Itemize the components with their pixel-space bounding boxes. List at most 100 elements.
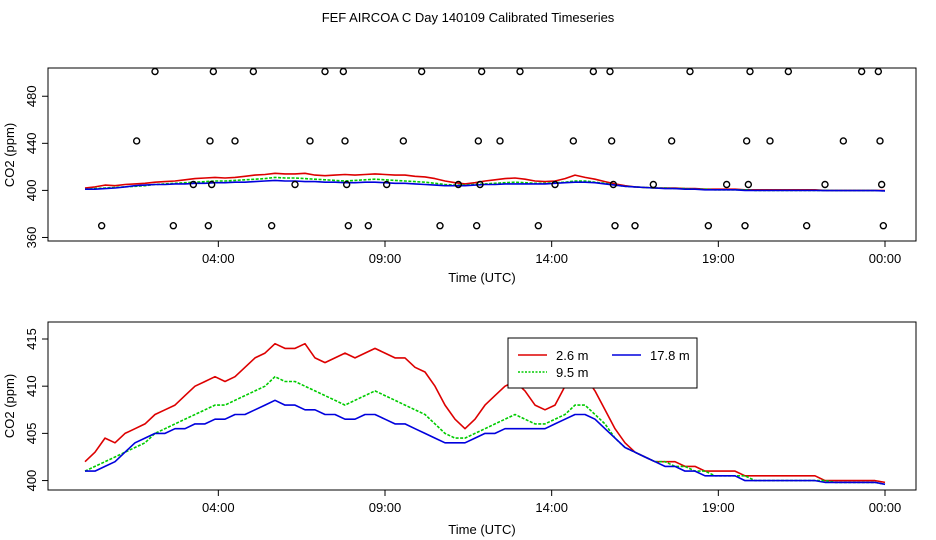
x-tick-label: 00:00 <box>869 500 902 515</box>
x-tick-label: 14:00 <box>535 500 568 515</box>
legend-label-17-8m: 17.8 m <box>650 348 690 363</box>
marker-point <box>879 222 888 230</box>
marker-point <box>589 67 598 76</box>
marker-point <box>766 137 774 145</box>
marker-point <box>534 222 543 230</box>
marker-point <box>802 222 811 230</box>
top-series-line-17-8m <box>85 179 886 192</box>
y-tick-label: 400 <box>24 470 39 492</box>
marker-point <box>249 67 258 76</box>
bottom-x-label: Time (UTC) <box>448 522 515 537</box>
marker-point <box>344 222 353 230</box>
y-tick-label: 415 <box>24 328 39 350</box>
marker-point <box>189 180 198 189</box>
x-tick-label: 04:00 <box>202 500 235 515</box>
marker-point <box>339 67 348 76</box>
top-series <box>84 172 886 192</box>
chart-title: FEF AIRCOA C Day 140109 Calibrated Times… <box>322 10 615 25</box>
bottom-plot-frame <box>47 321 917 491</box>
top-x-label: Time (UTC) <box>448 270 515 285</box>
marker-point <box>342 180 351 189</box>
bottom-y-label: CO2 (ppm) <box>2 374 17 438</box>
marker-point <box>436 222 444 230</box>
x-tick-label: 00:00 <box>869 251 902 266</box>
legend-box <box>507 337 698 389</box>
top-series-line-2-6m <box>84 172 886 192</box>
marker-point <box>876 137 884 145</box>
marker-point <box>877 180 886 189</box>
marker-point <box>454 180 463 189</box>
marker-point <box>417 67 426 76</box>
y-tick-label: 360 <box>24 227 39 249</box>
legend-label-2-6m: 2.6 m <box>556 348 589 363</box>
marker-point <box>741 222 749 230</box>
top-markers <box>97 67 888 230</box>
marker-point <box>609 180 618 189</box>
marker-point <box>399 137 408 145</box>
marker-point <box>516 67 524 76</box>
x-tick-label: 09:00 <box>369 251 402 266</box>
marker-point <box>267 222 276 230</box>
y-tick-label: 405 <box>24 423 39 445</box>
marker-point <box>474 137 483 145</box>
marker-point <box>704 222 713 230</box>
marker-point <box>722 180 731 189</box>
marker-point <box>686 67 694 76</box>
marker-point <box>874 67 883 76</box>
marker-point <box>364 222 373 230</box>
marker-point <box>382 180 391 189</box>
top-panel: 04:00 09:00 14:00 19:00 00:00 360 400 440 480 T… <box>2 67 917 285</box>
bottom-series <box>84 342 886 486</box>
marker-point <box>631 222 639 230</box>
marker-point <box>611 222 619 230</box>
bottom-y-axis: 400 405 410 415 <box>24 328 48 491</box>
x-tick-label: 19:00 <box>702 500 735 515</box>
marker-point <box>476 180 484 189</box>
top-y-axis: 360 400 440 480 <box>24 85 48 248</box>
marker-point <box>472 222 481 230</box>
marker-point <box>606 67 614 76</box>
marker-point <box>341 137 349 145</box>
series-line-17-8m <box>85 399 886 486</box>
marker-point <box>206 137 214 145</box>
marker-point <box>132 137 141 145</box>
legend-label-9-5m: 9.5 m <box>556 365 589 380</box>
marker-point <box>821 180 829 189</box>
series-line-9-5m <box>84 375 886 486</box>
marker-point <box>209 67 218 76</box>
top-y-label: CO2 (ppm) <box>2 123 17 187</box>
y-tick-label: 480 <box>24 85 39 107</box>
marker-point <box>207 180 216 189</box>
marker-point <box>607 137 616 145</box>
marker-point <box>649 180 658 189</box>
y-tick-label: 400 <box>24 180 39 202</box>
marker-point <box>477 67 486 76</box>
y-tick-label: 440 <box>24 132 39 154</box>
marker-point <box>151 67 159 76</box>
marker-point <box>306 137 314 145</box>
marker-point <box>857 67 866 76</box>
marker-point <box>784 67 793 76</box>
x-tick-label: 04:00 <box>202 251 235 266</box>
x-tick-label: 09:00 <box>369 500 402 515</box>
legend: 2.6 m 9.5 m 17.8 m <box>507 337 698 389</box>
marker-point <box>839 137 848 145</box>
marker-point <box>231 137 239 145</box>
y-tick-label: 410 <box>24 375 39 397</box>
marker-point <box>742 137 751 145</box>
bottom-panel: 04:00 09:00 14:00 19:00 00:00 400 405 410 415 T… <box>2 321 917 537</box>
x-tick-label: 14:00 <box>535 251 568 266</box>
top-plot-frame <box>47 67 917 242</box>
marker-point <box>169 222 178 230</box>
marker-point <box>744 180 753 189</box>
bottom-x-axis: 04:00 09:00 14:00 19:00 00:00 <box>202 490 901 515</box>
marker-point <box>551 180 559 189</box>
marker-point <box>569 137 578 145</box>
x-tick-label: 19:00 <box>702 251 735 266</box>
marker-point <box>667 137 676 145</box>
series-line-2-6m <box>84 342 886 484</box>
marker-point <box>746 67 754 76</box>
marker-point <box>496 137 504 145</box>
marker-point <box>291 180 299 189</box>
